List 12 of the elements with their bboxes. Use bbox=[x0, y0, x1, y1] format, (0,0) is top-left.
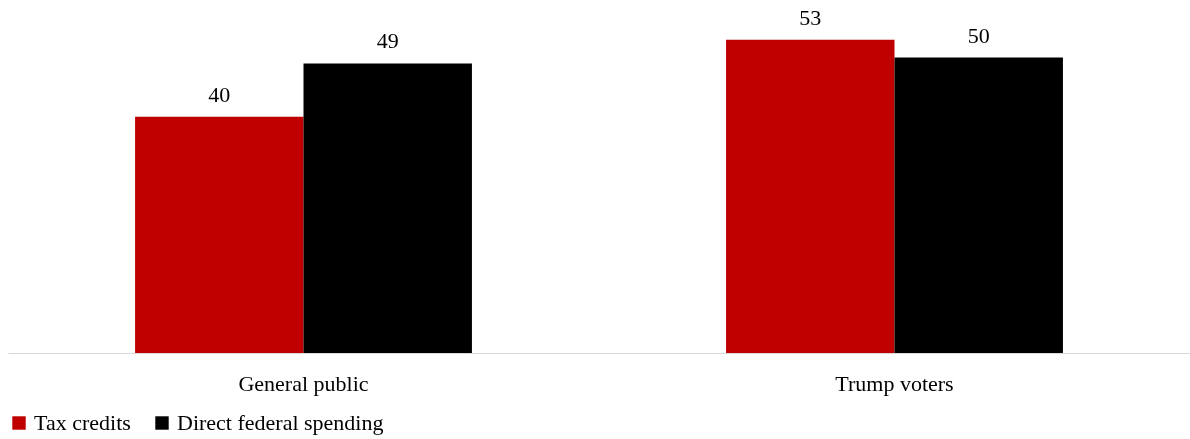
data-label: 49 bbox=[376, 28, 399, 54]
bar bbox=[894, 57, 1063, 353]
x-tick-label: Trump voters bbox=[835, 370, 954, 396]
data-label: 53 bbox=[799, 4, 822, 30]
data-label: 50 bbox=[967, 22, 990, 48]
legend-label: Tax credits bbox=[34, 410, 131, 435]
x-tick-label: General public bbox=[238, 370, 369, 396]
data-label: 40 bbox=[208, 81, 231, 107]
bar bbox=[726, 39, 895, 353]
bar bbox=[303, 63, 472, 353]
bar bbox=[135, 116, 304, 353]
legend-label: Direct federal spending bbox=[177, 410, 384, 435]
